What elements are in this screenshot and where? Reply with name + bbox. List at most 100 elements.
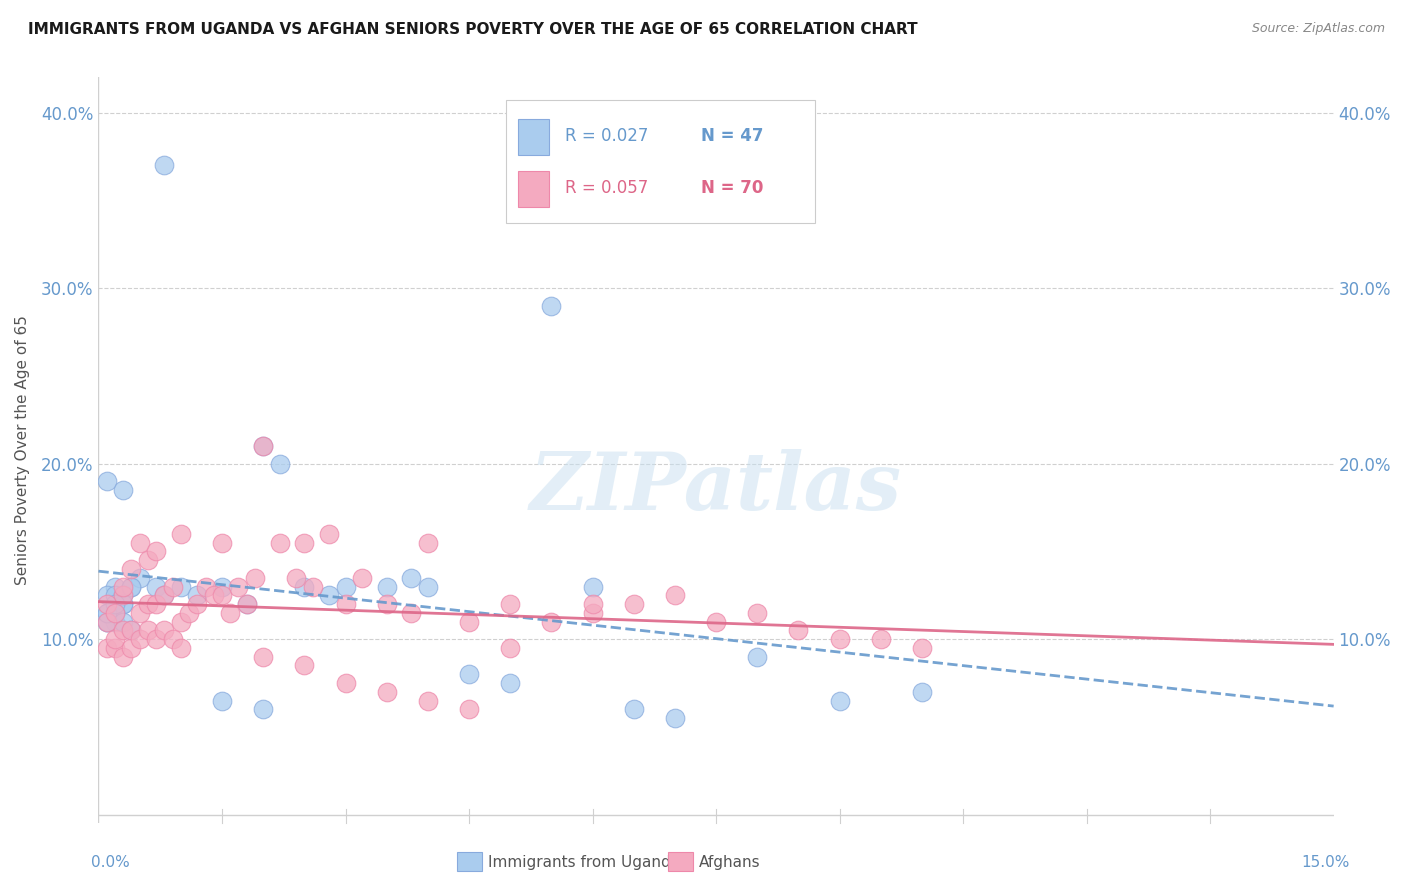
Point: [211, 693, 233, 707]
Point: [136, 624, 159, 638]
Point: [170, 615, 193, 629]
Point: [911, 640, 934, 655]
Point: [301, 580, 323, 594]
FancyBboxPatch shape: [519, 119, 550, 155]
Point: [112, 588, 135, 602]
Point: [96, 588, 118, 602]
Text: Immigrants from Uganda: Immigrants from Uganda: [488, 855, 681, 870]
Point: [623, 702, 645, 716]
Point: [911, 685, 934, 699]
Point: [104, 606, 127, 620]
Point: [120, 624, 142, 638]
Point: [170, 526, 193, 541]
Point: [499, 640, 522, 655]
Point: [581, 606, 603, 620]
Point: [787, 624, 810, 638]
Point: [136, 553, 159, 567]
Point: [186, 588, 208, 602]
Point: [194, 580, 217, 594]
Point: [292, 658, 315, 673]
Point: [235, 597, 257, 611]
Point: [499, 597, 522, 611]
Point: [112, 649, 135, 664]
Point: [112, 580, 135, 594]
Text: R = 0.027: R = 0.027: [565, 127, 648, 145]
Point: [458, 702, 481, 716]
Y-axis label: Seniors Poverty Over the Age of 65: Seniors Poverty Over the Age of 65: [15, 316, 30, 585]
Point: [145, 580, 167, 594]
Point: [112, 624, 135, 638]
Point: [186, 597, 208, 611]
Point: [112, 597, 135, 611]
Point: [252, 702, 274, 716]
Point: [120, 624, 142, 638]
Point: [170, 580, 193, 594]
Point: [104, 588, 127, 602]
Point: [96, 474, 118, 488]
Point: [145, 632, 167, 647]
Point: [211, 588, 233, 602]
Point: [153, 624, 176, 638]
Point: [104, 640, 127, 655]
Point: [202, 588, 225, 602]
Point: [375, 685, 398, 699]
Point: [112, 588, 135, 602]
Point: [269, 535, 291, 549]
Point: [269, 457, 291, 471]
Point: [145, 597, 167, 611]
Point: [704, 615, 727, 629]
Text: 15.0%: 15.0%: [1302, 855, 1350, 870]
Point: [623, 597, 645, 611]
Point: [96, 640, 118, 655]
Point: [252, 439, 274, 453]
Point: [120, 562, 142, 576]
Point: [120, 580, 142, 594]
Point: [136, 597, 159, 611]
Point: [664, 711, 686, 725]
Point: [219, 606, 242, 620]
Point: [128, 571, 150, 585]
Point: [120, 640, 142, 655]
Point: [104, 615, 127, 629]
Point: [211, 535, 233, 549]
Point: [285, 571, 308, 585]
Point: [170, 640, 193, 655]
Point: [228, 580, 250, 594]
Point: [416, 580, 439, 594]
Point: [335, 676, 357, 690]
Point: [104, 580, 127, 594]
Point: [375, 580, 398, 594]
Point: [350, 571, 373, 585]
Point: [128, 535, 150, 549]
Point: [162, 580, 184, 594]
Point: [747, 649, 769, 664]
Point: [335, 580, 357, 594]
Text: N = 70: N = 70: [702, 179, 763, 197]
Point: [581, 597, 603, 611]
Text: 0.0%: 0.0%: [91, 855, 131, 870]
Point: [318, 526, 340, 541]
Point: [416, 535, 439, 549]
Point: [211, 580, 233, 594]
Point: [145, 544, 167, 558]
Point: [335, 597, 357, 611]
Point: [243, 571, 266, 585]
Point: [162, 632, 184, 647]
Point: [458, 667, 481, 681]
Point: [96, 615, 118, 629]
Point: [128, 632, 150, 647]
Point: [318, 588, 340, 602]
Point: [869, 632, 891, 647]
FancyBboxPatch shape: [506, 100, 815, 223]
Text: R = 0.057: R = 0.057: [565, 179, 648, 197]
Point: [540, 615, 562, 629]
Text: Afghans: Afghans: [699, 855, 761, 870]
Point: [416, 693, 439, 707]
Point: [581, 580, 603, 594]
Point: [252, 649, 274, 664]
Point: [96, 606, 118, 620]
Point: [112, 483, 135, 497]
Point: [96, 597, 118, 611]
Point: [177, 606, 200, 620]
Point: [128, 606, 150, 620]
